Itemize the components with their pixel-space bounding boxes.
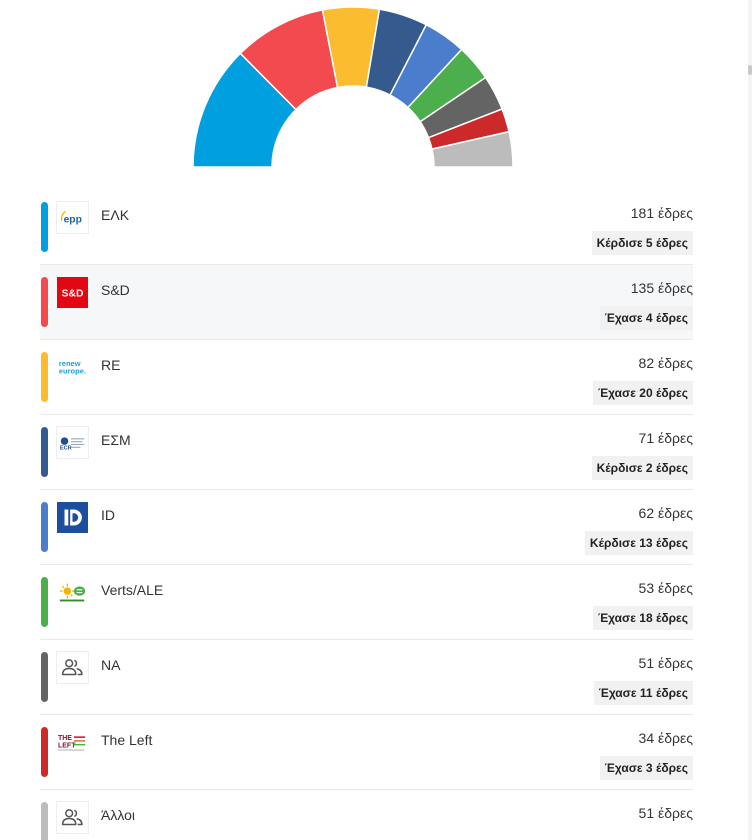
greens-efa-logo [56, 576, 89, 609]
renew-europe-logo: renew europe. [56, 351, 89, 384]
party-name: ΕΣΜ [101, 432, 131, 448]
ecr-logo-text: ECR [60, 446, 72, 452]
s-and-d-logo: S&D [56, 276, 89, 309]
party-seats: 51 έδρες [638, 805, 693, 821]
seat-change-badge: Έχασε 11 έδρες [593, 681, 693, 705]
party-row-sd[interactable]: S&D S&D 135 έδρες Έχασε 4 έδρες [40, 265, 693, 340]
party-list: epp ΕΛΚ 181 έδρες Κέρδισε 5 έδρες S&D S&… [40, 190, 693, 840]
seat-change-badge: Έχασε 20 έδρες [592, 381, 693, 405]
party-color-bar [41, 352, 48, 402]
the-left-logo: THE LEFT [56, 726, 89, 759]
party-name: NA [101, 657, 121, 673]
page-scrollbar[interactable] [748, 0, 752, 840]
epp-logo: epp [56, 201, 89, 234]
hemicycle-chart [192, 6, 514, 168]
epp-logo-text: epp [64, 215, 82, 226]
party-row-greens[interactable]: Verts/ALE 53 έδρες Έχασε 18 έδρες [40, 565, 693, 640]
party-row-na[interactable]: NA 51 έδρες Έχασε 11 έδρες [40, 640, 693, 715]
party-color-bar [41, 427, 48, 477]
party-name: S&D [101, 282, 130, 298]
party-seats: 71 έδρες [638, 430, 693, 446]
party-name: Verts/ALE [101, 582, 164, 598]
party-name: ΕΛΚ [101, 207, 130, 223]
party-name: Άλλοι [101, 807, 136, 823]
s-and-d-logo-text: S&D [62, 289, 84, 300]
users-icon [56, 801, 89, 834]
party-seats: 62 έδρες [638, 505, 693, 521]
party-color-bar [41, 502, 48, 552]
the-left-logo-line2: LEFT [58, 743, 76, 750]
party-row-re[interactable]: renew europe. RE 82 έδρες Έχασε 20 έδρες [40, 340, 693, 415]
hemicycle-segment-9[interactable] [431, 130, 514, 168]
seat-change-badge: Έχασε 3 έδρες [599, 756, 693, 780]
renew-logo-line2: europe. [59, 367, 86, 376]
seat-change-badge: Κέρδισε 5 έδρες [591, 231, 693, 255]
party-color-bar [41, 202, 48, 252]
the-left-logo-line1: THE [58, 735, 72, 742]
party-color-bar [41, 727, 48, 777]
party-seats: 82 έδρες [638, 355, 693, 371]
seat-chart [0, 0, 752, 180]
id-logo [56, 501, 89, 534]
party-row-epp[interactable]: epp ΕΛΚ 181 έδρες Κέρδισε 5 έδρες [40, 190, 693, 265]
party-row-ecr[interactable]: ECR ΕΣΜ 71 έδρες Κέρδισε 2 έδρες [40, 415, 693, 490]
seat-change-badge: Έχασε 4 έδρες [599, 306, 693, 330]
party-seats: 135 έδρες [630, 280, 693, 296]
renew-logo-line1: renew [59, 359, 81, 368]
party-row-the-left[interactable]: THE LEFT The Left 34 έδρες Έχασε 3 έδρες [40, 715, 693, 790]
ecr-logo: ECR [56, 426, 89, 459]
party-row-id[interactable]: ID 62 έδρες Κέρδισε 13 έδρες [40, 490, 693, 565]
users-icon [56, 651, 89, 684]
party-name: The Left [101, 732, 153, 748]
party-color-bar [41, 802, 48, 840]
party-seats: 181 έδρες [630, 205, 693, 221]
page-scrollbar-thumb[interactable] [748, 65, 752, 75]
party-color-bar [41, 277, 48, 327]
seat-change-badge: Έχασε 18 έδρες [592, 606, 693, 630]
party-seats: 53 έδρες [638, 580, 693, 596]
party-seats: 34 έδρες [638, 730, 693, 746]
party-name: ID [101, 507, 115, 523]
seat-change-badge: Κέρδισε 13 έδρες [584, 531, 693, 555]
party-name: RE [101, 357, 121, 373]
seat-change-badge: Κέρδισε 2 έδρες [591, 456, 693, 480]
party-seats: 51 έδρες [638, 655, 693, 671]
party-row-others[interactable]: Άλλοι 51 έδρες [40, 790, 693, 840]
party-color-bar [41, 652, 48, 702]
party-color-bar [41, 577, 48, 627]
